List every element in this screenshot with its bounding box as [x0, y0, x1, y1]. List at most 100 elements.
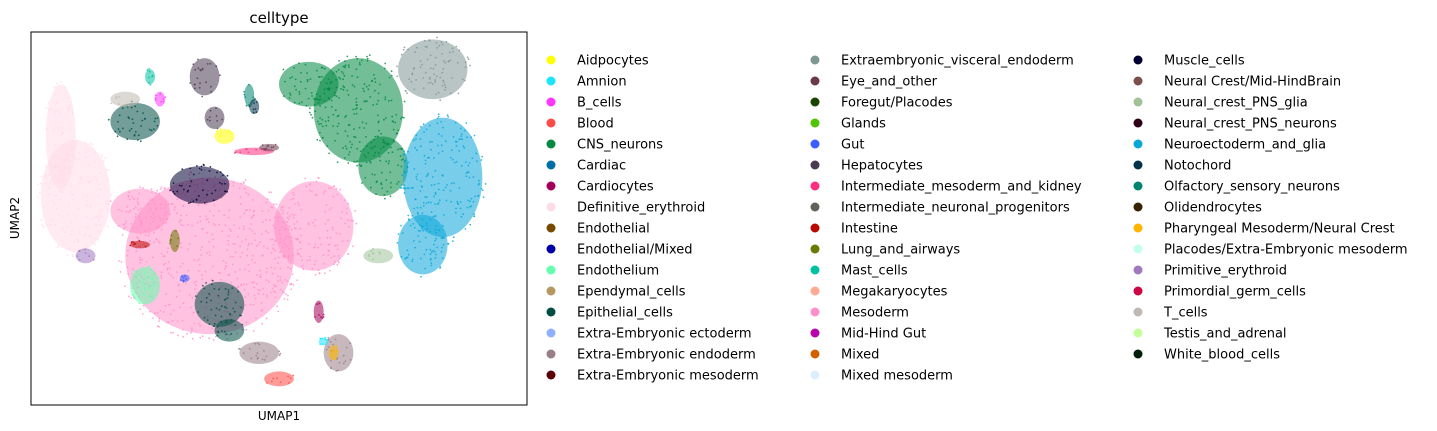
scatter-point [344, 116, 346, 118]
scatter-point [279, 279, 282, 282]
scatter-point [224, 182, 226, 185]
cluster-body [169, 166, 230, 204]
scatter-point [227, 216, 230, 219]
scatter-point [441, 150, 444, 153]
legend-marker [546, 244, 556, 254]
scatter-point [396, 75, 399, 78]
scatter-point [385, 179, 388, 181]
scatter-point [227, 132, 229, 134]
scatter-point [228, 209, 231, 212]
scatter-point [221, 183, 224, 185]
scatter-point [437, 182, 440, 185]
scatter-point [322, 262, 325, 265]
scatter-point [266, 294, 268, 297]
scatter-point [441, 43, 444, 46]
scatter-point [469, 205, 471, 208]
scatter-point [283, 256, 285, 258]
scatter-point [314, 273, 317, 276]
scatter-point [426, 58, 429, 61]
scatter-point [373, 89, 376, 92]
cluster-mast-cells [145, 68, 155, 86]
scatter-point [374, 81, 377, 83]
scatter-point [352, 108, 355, 111]
scatter-point [77, 158, 80, 161]
scatter-point [243, 93, 246, 96]
scatter-point [350, 219, 353, 222]
scatter-point [206, 231, 209, 234]
scatter-point [417, 229, 420, 232]
scatter-point [211, 279, 214, 282]
scatter-point [106, 208, 108, 211]
scatter-point [100, 188, 102, 191]
scatter-point [383, 67, 386, 70]
legend-label: Extra-Embryonic mesoderm [577, 369, 759, 384]
scatter-point [52, 166, 55, 169]
scatter-point [87, 227, 89, 230]
scatter-point [296, 253, 299, 255]
scatter-point [273, 267, 276, 270]
legend-item: Gut [810, 138, 864, 153]
scatter-point [210, 90, 213, 93]
scatter-point [139, 186, 142, 189]
scatter-point [248, 83, 250, 86]
legend-marker [1133, 118, 1143, 128]
scatter-point [137, 209, 140, 211]
scatter-point [221, 230, 224, 233]
scatter-point [318, 76, 320, 78]
scatter-point [378, 251, 381, 254]
scatter-point [347, 252, 350, 255]
scatter-point [425, 224, 428, 227]
scatter-point [327, 243, 330, 246]
legend-item: Extra-Embryonic mesoderm [546, 369, 759, 384]
scatter-point [272, 290, 275, 293]
scatter-point [222, 260, 225, 262]
legend-label: Testis_and_adrenal [1163, 327, 1287, 342]
scatter-point [198, 263, 201, 266]
scatter-point [109, 209, 112, 212]
scatter-point [71, 229, 73, 232]
scatter-point [380, 171, 383, 174]
scatter-point [294, 78, 297, 81]
scatter-point [255, 111, 258, 114]
scatter-point [277, 262, 279, 264]
scatter-point [292, 197, 295, 200]
scatter-point [197, 67, 200, 69]
scatter-point [394, 121, 397, 124]
legend-item: Testis_and_adrenal [1133, 327, 1287, 342]
scatter-point [309, 78, 312, 81]
cluster-body [110, 91, 141, 107]
scatter-point [368, 54, 371, 56]
scatter-point [435, 237, 438, 240]
scatter-point [204, 270, 207, 273]
scatter-point [151, 277, 154, 280]
scatter-point [271, 238, 274, 241]
scatter-point [314, 218, 317, 221]
scatter-point [48, 174, 51, 177]
scatter-point [464, 161, 467, 164]
legend-item: Extra-Embryonic ectoderm [546, 327, 751, 342]
scatter-point [56, 101, 58, 104]
scatter-point [253, 294, 256, 297]
cluster-body [279, 61, 339, 107]
scatter-point [148, 265, 150, 267]
scatter-point [253, 102, 255, 104]
scatter-point [228, 274, 231, 276]
scatter-point [347, 219, 349, 222]
scatter-point [272, 377, 275, 380]
legend-label: Neural_crest_PNS_glia [1164, 96, 1308, 111]
scatter-point [308, 243, 311, 245]
scatter-point [84, 155, 87, 158]
scatter-point [261, 210, 264, 213]
scatter-point [456, 61, 459, 64]
scatter-point [247, 244, 250, 247]
legend-marker [810, 55, 820, 65]
scatter-point [98, 220, 100, 222]
scatter-point [160, 277, 163, 279]
scatter-point [117, 128, 120, 131]
scatter-point [172, 182, 175, 185]
legend-label: Intermediate_mesoderm_and_kidney [841, 180, 1082, 195]
scatter-point [325, 124, 328, 127]
legend-marker [1133, 181, 1143, 191]
scatter-point [477, 194, 480, 197]
scatter-point [152, 217, 155, 220]
